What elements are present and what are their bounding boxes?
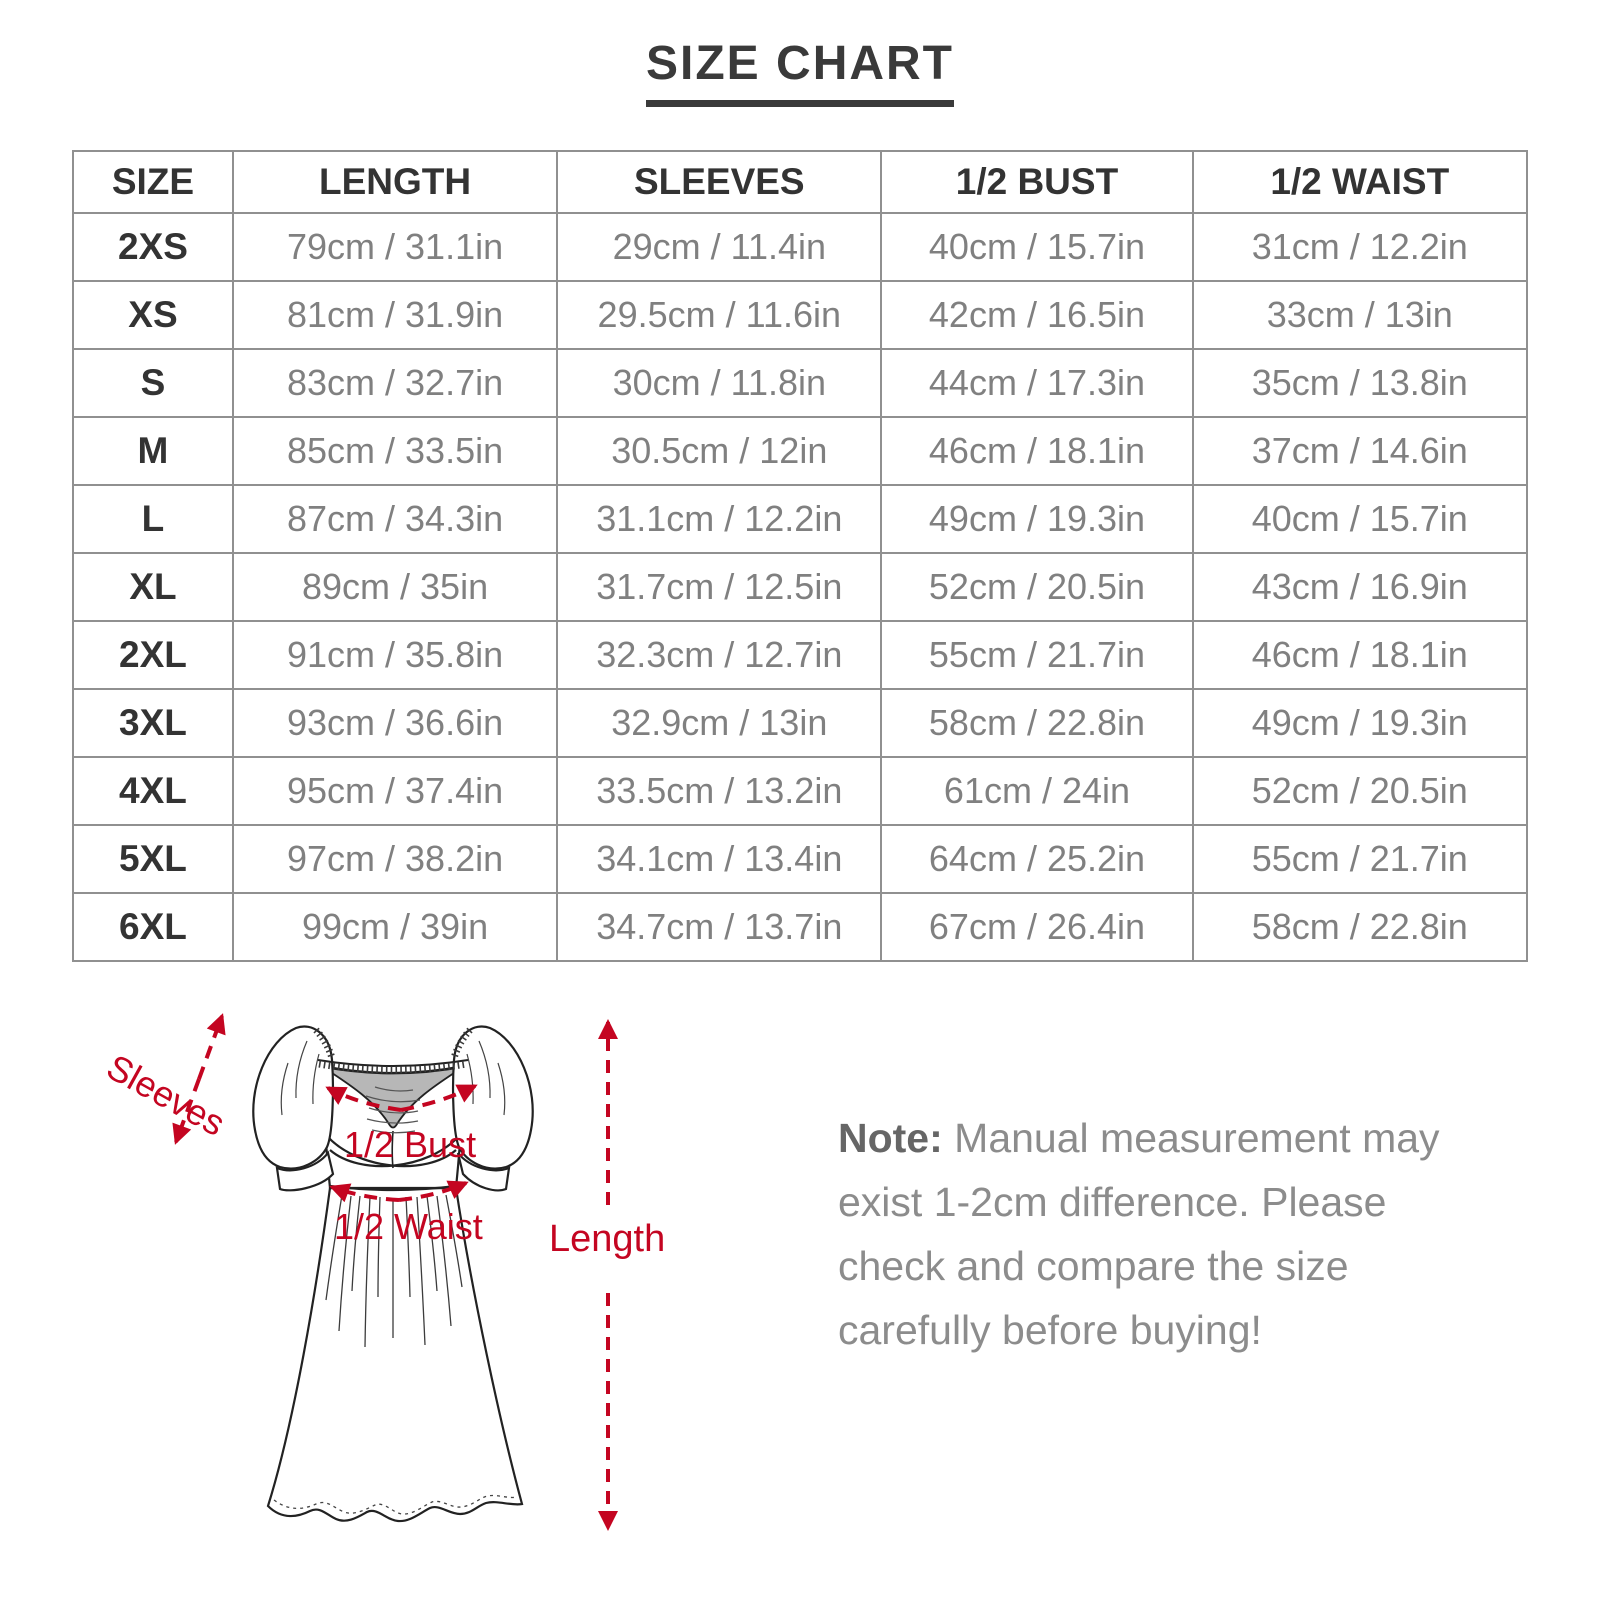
- waist-measure-label: 1/2 Waist: [334, 1206, 483, 1247]
- sleeves-value: 34.7cm / 13.7in: [556, 892, 883, 962]
- half-waist-value: 33cm / 13in: [1191, 280, 1529, 350]
- half-bust-value: 42cm / 16.5in: [880, 280, 1194, 350]
- length-measure-label: Length: [549, 1218, 666, 1260]
- length-value: 97cm / 38.2in: [231, 824, 559, 894]
- length-value: 89cm / 35in: [231, 552, 559, 622]
- note-line-4: carefully before buying!: [838, 1307, 1262, 1353]
- size-value: S: [72, 348, 234, 418]
- half-waist-value: 58cm / 22.8in: [1191, 892, 1529, 962]
- half-waist-value: 52cm / 20.5in: [1191, 756, 1529, 826]
- size-value: M: [72, 416, 234, 486]
- title-wrap: SIZE CHART: [0, 36, 1600, 107]
- size-value: 6XL: [72, 892, 234, 962]
- header-half-waist: 1/2 WAIST: [1191, 150, 1529, 214]
- half-bust-value: 52cm / 20.5in: [880, 552, 1194, 622]
- skirt-fold-lines: [325, 1194, 463, 1348]
- note-label: Note:: [838, 1115, 943, 1161]
- table-row: 3XL 93cm / 36.6in 32.9cm / 13in 58cm / 2…: [72, 688, 1529, 758]
- header-length: LENGTH: [231, 150, 559, 214]
- sleeves-measure-label: Sleeves: [100, 1046, 233, 1144]
- size-table: SIZE LENGTH SLEEVES 1/2 BUST 1/2 WAIST 2…: [72, 150, 1529, 962]
- size-value: XL: [72, 552, 234, 622]
- size-value: 2XL: [72, 620, 234, 690]
- table-row: 2XL 91cm / 35.8in 32.3cm / 12.7in 55cm /…: [72, 620, 1529, 690]
- half-waist-value: 43cm / 16.9in: [1191, 552, 1529, 622]
- page-title: SIZE CHART: [646, 36, 954, 107]
- sleeves-value: 29cm / 11.4in: [556, 212, 883, 282]
- half-waist-value: 55cm / 21.7in: [1191, 824, 1529, 894]
- length-value: 81cm / 31.9in: [231, 280, 559, 350]
- table-row: 4XL 95cm / 37.4in 33.5cm / 13.2in 61cm /…: [72, 756, 1529, 826]
- length-value: 99cm / 39in: [231, 892, 559, 962]
- size-value: XS: [72, 280, 234, 350]
- dress-skirt: [266, 1186, 524, 1523]
- right-sleeve: [450, 1025, 534, 1192]
- sleeves-value: 32.9cm / 13in: [556, 688, 883, 758]
- dress-illustration: [252, 1025, 534, 1523]
- sleeves-value: 31.1cm / 12.2in: [556, 484, 883, 554]
- note-line-3: check and compare the size: [838, 1243, 1349, 1289]
- half-bust-value: 55cm / 21.7in: [880, 620, 1194, 690]
- half-bust-value: 64cm / 25.2in: [880, 824, 1194, 894]
- half-bust-value: 61cm / 24in: [880, 756, 1194, 826]
- sleeves-value: 34.1cm / 13.4in: [556, 824, 883, 894]
- note: Note: Manual measurement may exist 1-2cm…: [838, 1106, 1488, 1362]
- size-value: 2XS: [72, 212, 234, 282]
- half-bust-value: 46cm / 18.1in: [880, 416, 1194, 486]
- table-row: M 85cm / 33.5in 30.5cm / 12in 46cm / 18.…: [72, 416, 1529, 486]
- sleeves-value: 33.5cm / 13.2in: [556, 756, 883, 826]
- size-value: 4XL: [72, 756, 234, 826]
- bust-measure-label: 1/2 Bust: [344, 1124, 477, 1165]
- header-size: SIZE: [72, 150, 234, 214]
- table-row: 5XL 97cm / 38.2in 34.1cm / 13.4in 64cm /…: [72, 824, 1529, 894]
- sleeves-value: 30.5cm / 12in: [556, 416, 883, 486]
- neckline-band: [317, 1059, 469, 1074]
- table-row: 2XS 79cm / 31.1in 29cm / 11.4in 40cm / 1…: [72, 212, 1529, 282]
- length-value: 79cm / 31.1in: [231, 212, 559, 282]
- half-waist-value: 31cm / 12.2in: [1191, 212, 1529, 282]
- length-value: 93cm / 36.6in: [231, 688, 559, 758]
- half-bust-value: 49cm / 19.3in: [880, 484, 1194, 554]
- length-value: 95cm / 37.4in: [231, 756, 559, 826]
- length-value: 85cm / 33.5in: [231, 416, 559, 486]
- note-line-2: exist 1-2cm difference. Please: [838, 1179, 1387, 1225]
- length-value: 91cm / 35.8in: [231, 620, 559, 690]
- half-waist-value: 49cm / 19.3in: [1191, 688, 1529, 758]
- sleeves-value: 29.5cm / 11.6in: [556, 280, 883, 350]
- half-bust-value: 44cm / 17.3in: [880, 348, 1194, 418]
- half-bust-value: 40cm / 15.7in: [880, 212, 1194, 282]
- table-row: L 87cm / 34.3in 31.1cm / 12.2in 49cm / 1…: [72, 484, 1529, 554]
- length-value: 87cm / 34.3in: [231, 484, 559, 554]
- size-table-body: 2XS 79cm / 31.1in 29cm / 11.4in 40cm / 1…: [72, 212, 1529, 962]
- size-table-header: SIZE LENGTH SLEEVES 1/2 BUST 1/2 WAIST: [72, 150, 1529, 214]
- half-waist-value: 46cm / 18.1in: [1191, 620, 1529, 690]
- sleeves-value: 30cm / 11.8in: [556, 348, 883, 418]
- left-sleeve: [252, 1025, 336, 1192]
- header-half-bust: 1/2 BUST: [880, 150, 1194, 214]
- half-waist-value: 35cm / 13.8in: [1191, 348, 1529, 418]
- note-text-1: Manual measurement may: [954, 1115, 1440, 1161]
- table-row: S 83cm / 32.7in 30cm / 11.8in 44cm / 17.…: [72, 348, 1529, 418]
- sleeves-value: 31.7cm / 12.5in: [556, 552, 883, 622]
- sleeves-value: 32.3cm / 12.7in: [556, 620, 883, 690]
- half-bust-value: 67cm / 26.4in: [880, 892, 1194, 962]
- table-row: XL 89cm / 35in 31.7cm / 12.5in 52cm / 20…: [72, 552, 1529, 622]
- size-value: L: [72, 484, 234, 554]
- table-row: XS 81cm / 31.9in 29.5cm / 11.6in 42cm / …: [72, 280, 1529, 350]
- length-value: 83cm / 32.7in: [231, 348, 559, 418]
- half-waist-value: 37cm / 14.6in: [1191, 416, 1529, 486]
- note-line-1: Note: Manual measurement may: [838, 1106, 1488, 1170]
- half-waist-value: 40cm / 15.7in: [1191, 484, 1529, 554]
- table-row: 6XL 99cm / 39in 34.7cm / 13.7in 67cm / 2…: [72, 892, 1529, 962]
- size-value: 5XL: [72, 824, 234, 894]
- half-bust-value: 58cm / 22.8in: [880, 688, 1194, 758]
- size-value: 3XL: [72, 688, 234, 758]
- header-row: SIZE LENGTH SLEEVES 1/2 BUST 1/2 WAIST: [72, 150, 1529, 214]
- header-sleeves: SLEEVES: [556, 150, 883, 214]
